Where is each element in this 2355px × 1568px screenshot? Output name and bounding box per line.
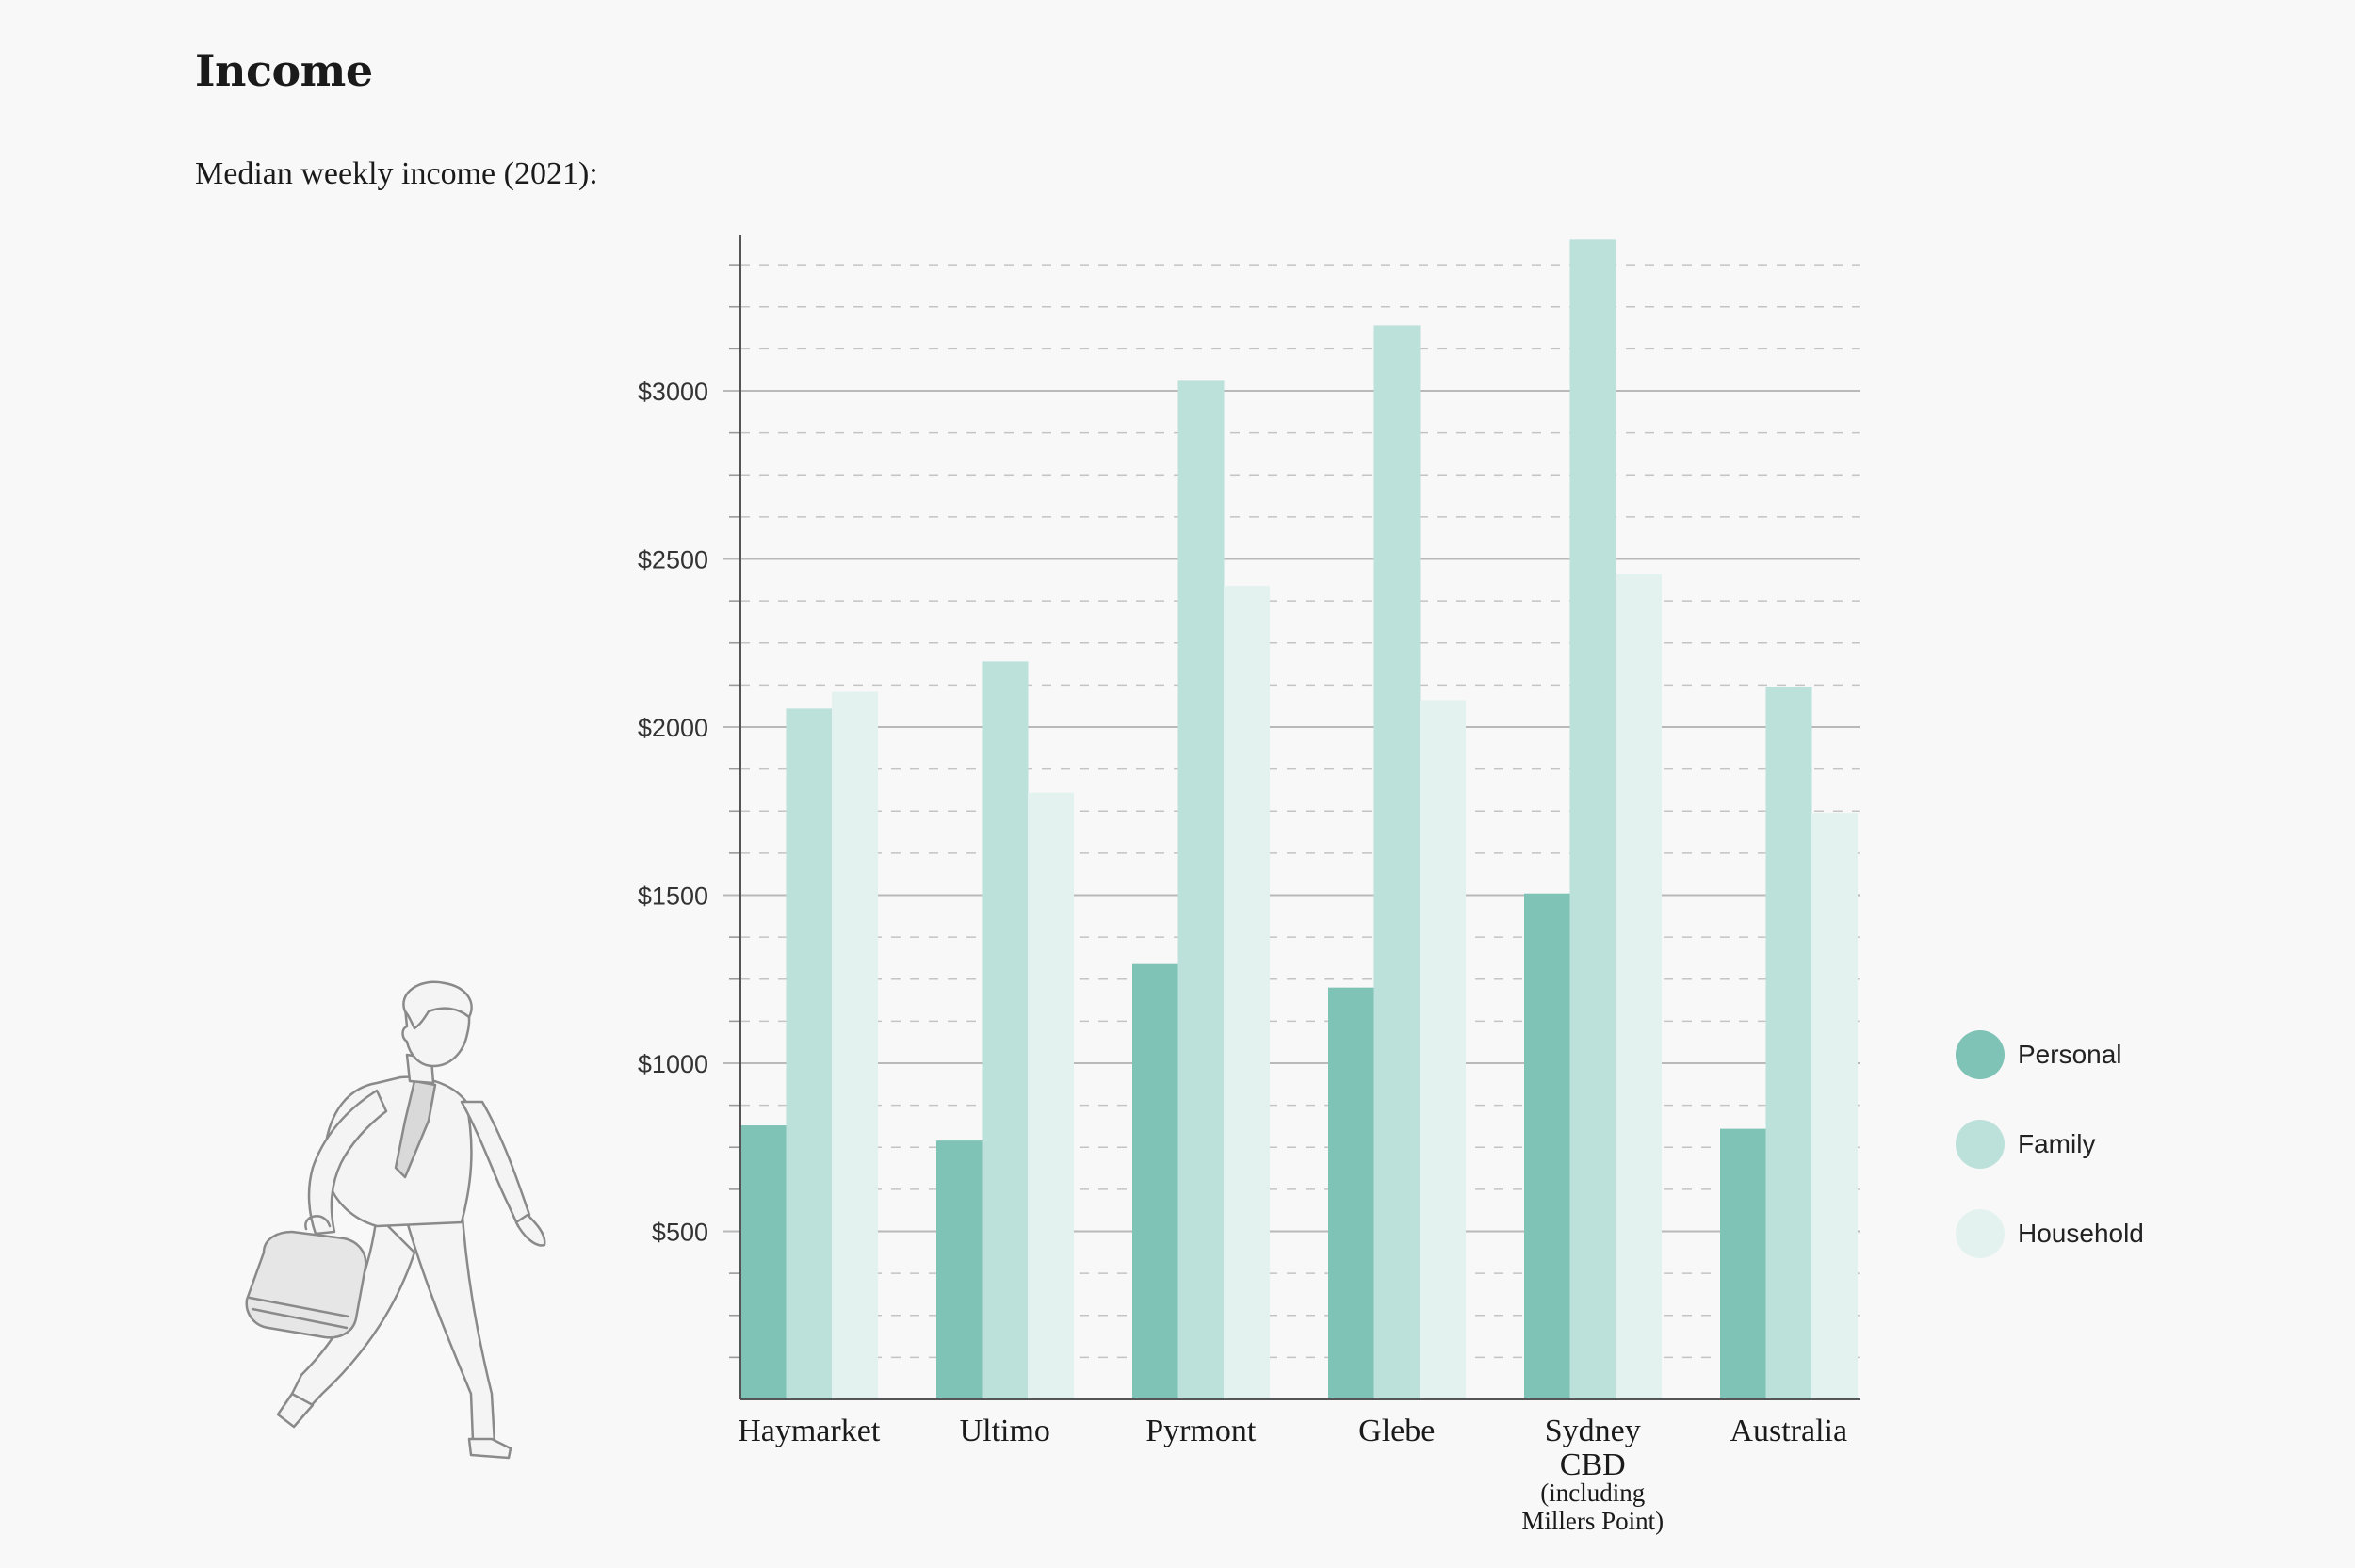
bar-family [786,708,833,1399]
bar-personal [740,1125,787,1399]
bar-household [1811,813,1858,1399]
y-tick-label: $1500 [638,882,708,911]
bar-household [1420,700,1466,1399]
bar-personal [1328,987,1374,1399]
bar-personal [1720,1128,1766,1399]
x-category-label: Pyrmont [1145,1414,1257,1448]
y-tick-label: $1000 [638,1050,708,1078]
bar-family [1178,380,1225,1399]
legend-swatch-family [1956,1120,2005,1169]
page-title: Income [195,45,373,96]
chart-gridlines [723,264,1860,1359]
chart-bars [740,239,1858,1400]
legend-swatch-household [1956,1209,2005,1258]
y-tick-label: $3000 [638,378,708,406]
x-category-label: Australia [1730,1414,1847,1448]
walking-businessman-illustration [245,980,546,1460]
legend-label-personal: Personal [2018,1040,2122,1069]
chart-labels: $500 $1000 $1500 $2000 $2500 $3000 Haymarket Ul… [638,378,1847,1535]
chart-legend: Personal Family Household [1956,1030,2144,1299]
bar-household [1616,574,1662,1399]
legend-item-family: Family [1956,1120,2144,1169]
x-category-note: Millers Point) [1521,1507,1664,1535]
y-tick-label: $2000 [638,714,708,742]
legend-item-personal: Personal [1956,1030,2144,1079]
x-category-label: Sydney [1545,1414,1641,1448]
bar-family [1373,325,1421,1399]
bar-household [832,691,878,1399]
bar-personal [936,1140,983,1399]
x-category-label: Glebe [1358,1414,1435,1448]
chart-subtitle: Median weekly income (2021): [195,156,598,191]
bar-family [982,661,1029,1399]
bar-family [1765,687,1812,1399]
y-tick-label: $2500 [638,546,708,574]
x-category-label: Haymarket [738,1414,881,1448]
legend-item-household: Household [1956,1209,2144,1258]
bar-family [1569,239,1616,1400]
bar-household [1028,792,1074,1399]
x-category-note: (including [1540,1479,1645,1507]
bar-household [1224,586,1270,1399]
bar-personal [1524,893,1570,1399]
legend-label-family: Family [2018,1129,2096,1158]
legend-label-household: Household [2018,1219,2144,1248]
chart-axes [739,235,1860,1400]
x-category-label: CBD [1560,1447,1626,1482]
x-category-label: Ultimo [960,1414,1050,1448]
bar-personal [1132,963,1178,1399]
y-tick-label: $500 [652,1219,708,1247]
legend-swatch-personal [1956,1030,2005,1079]
